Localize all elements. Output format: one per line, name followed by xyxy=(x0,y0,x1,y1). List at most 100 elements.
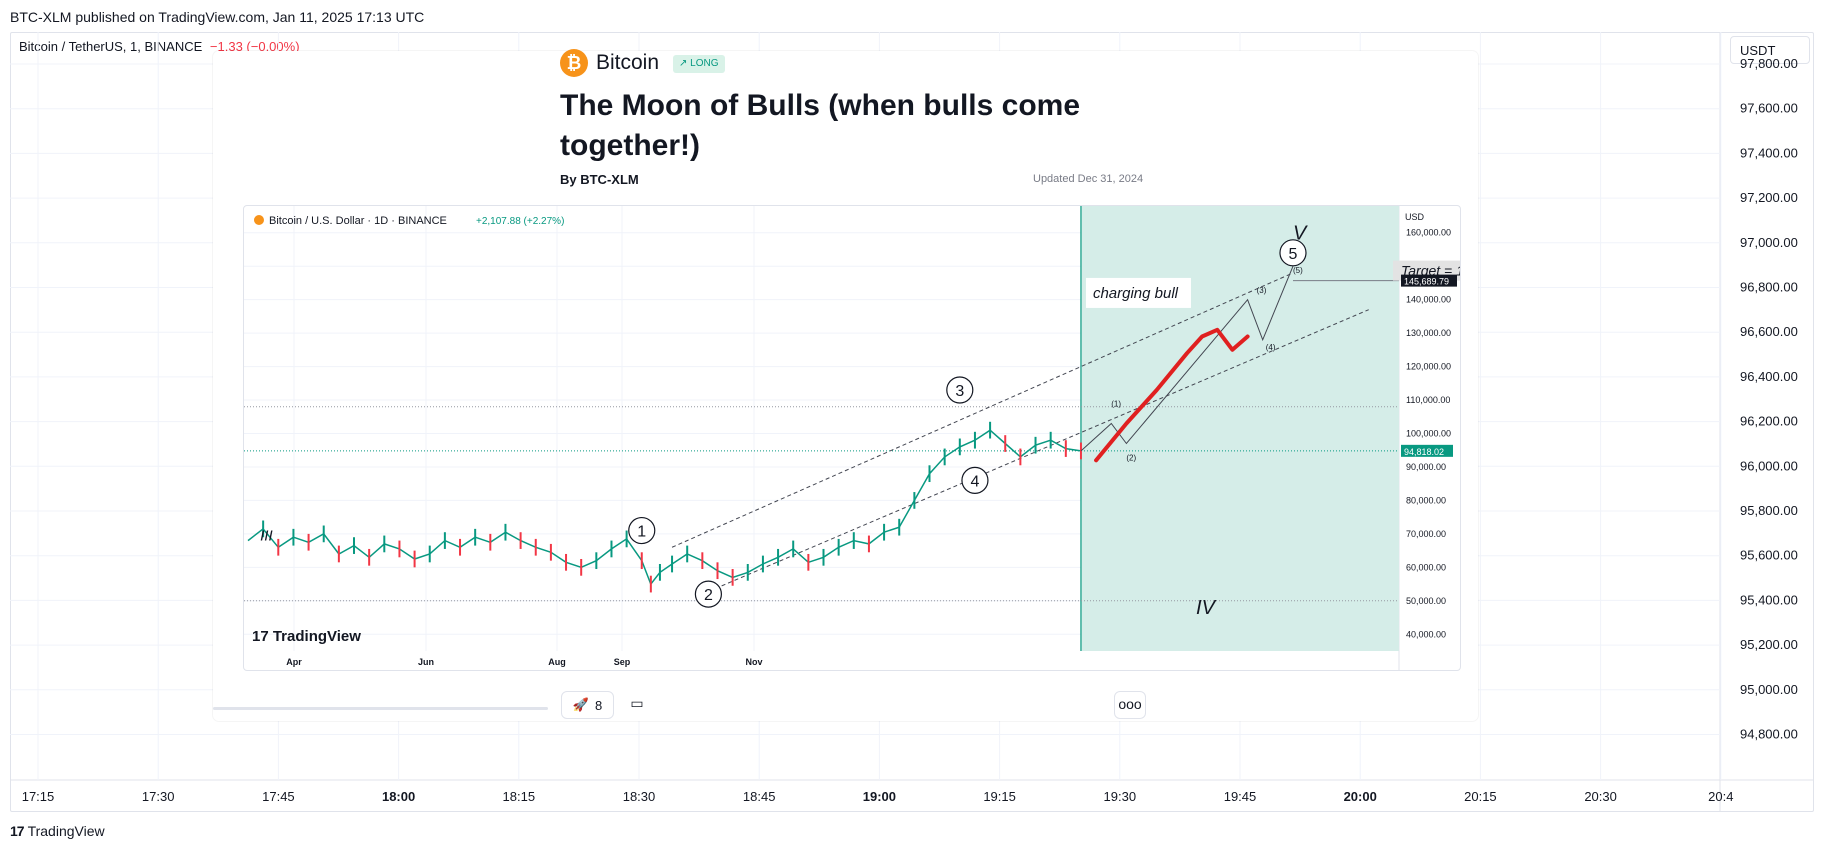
time-tick-label: 18:15 xyxy=(503,789,536,804)
price-tick-label: 95,400.00 xyxy=(1740,592,1798,607)
price-tick-label: 94,800.00 xyxy=(1740,727,1798,742)
annotation-text: charging bull xyxy=(1093,285,1179,302)
time-tick-label: 18:00 xyxy=(382,789,415,804)
time-tick-label: 17:45 xyxy=(262,789,295,804)
rocket-icon: 🚀 xyxy=(572,697,589,712)
price-tick-label: 97,200.00 xyxy=(1740,190,1798,205)
channel-lower xyxy=(702,309,1369,595)
wave-label-major: III xyxy=(260,528,273,545)
tradingview-brand: TradingView xyxy=(27,823,105,839)
wave-label-minor: (2) xyxy=(1126,453,1136,462)
time-tick-label: 19:45 xyxy=(1224,789,1257,804)
comment-icon[interactable]: ▭ xyxy=(630,695,644,711)
scroll-track[interactable] xyxy=(213,707,548,710)
idea-time-label: Apr xyxy=(286,657,302,667)
price-tick-label: 95,000.00 xyxy=(1740,682,1798,697)
last-price-text: 94,818.02 xyxy=(1404,447,1444,457)
idea-chart-canvas: 160,000.00 1 50,000.00 140,000.00 130,000.00… xyxy=(244,206,1460,670)
tradingview-logo-icon: 17 xyxy=(10,823,25,839)
wave-label-circled: 3 xyxy=(955,383,964,400)
time-axis[interactable]: 17:15 17:30 17:45 18:00 18:15 18:30 18:45 19:00… xyxy=(22,789,1734,804)
idea-price-label: 140,000.00 xyxy=(1406,295,1451,305)
idea-time-label: Aug xyxy=(548,657,566,667)
idea-price-label: 160,000.00 xyxy=(1406,228,1451,238)
last-price-tag xyxy=(1401,444,1453,457)
price-tick-label: 95,200.00 xyxy=(1740,637,1798,652)
idea-symbol-label: Bitcoin / U.S. Dollar · 1D · BINANCE xyxy=(269,215,447,227)
tradingview-footer[interactable]: 17 TradingView xyxy=(10,823,105,839)
wave-projection xyxy=(1080,266,1294,452)
idea-change-label: +2,107.88 (+2.27%) xyxy=(476,216,564,227)
wave-label-circled: 5 xyxy=(1289,246,1298,263)
time-tick-label: 19:00 xyxy=(863,789,896,804)
price-tick-label: 97,400.00 xyxy=(1740,145,1798,160)
wave-label-circled: 1 xyxy=(637,524,646,541)
time-tick-label: 17:15 xyxy=(22,789,55,804)
wave-label-major: V xyxy=(1293,222,1308,244)
freehand-drawing xyxy=(1094,327,1250,463)
author-byline[interactable]: By BTC-XLM xyxy=(560,172,639,187)
idea-time-label: Nov xyxy=(745,657,762,667)
price-tick-label: 96,200.00 xyxy=(1740,414,1798,429)
idea-price-label: 90,000.00 xyxy=(1406,462,1446,472)
idea-price-label: 110,000.00 xyxy=(1406,395,1450,405)
idea-currency-label: USD xyxy=(1405,212,1425,222)
channel-upper xyxy=(671,272,1294,548)
wave-circle xyxy=(694,580,722,608)
publisher-line: BTC-XLM published on TradingView.com, Ja… xyxy=(10,9,425,25)
time-tick-label: 20:30 xyxy=(1584,789,1617,804)
time-tick-label: 19:15 xyxy=(983,789,1016,804)
currency-button[interactable]: USDT xyxy=(1730,36,1810,64)
wave-label-circled: 4 xyxy=(970,473,979,490)
coin-name[interactable]: Bitcoin xyxy=(596,51,660,74)
idea-chart: 160,000.00 1 50,000.00 140,000.00 130,000.00… xyxy=(243,205,1461,671)
long-label: LONG xyxy=(690,58,719,69)
target-price-tag xyxy=(1401,274,1457,287)
wave-circle xyxy=(628,516,656,545)
boost-button[interactable]: 🚀 8 xyxy=(561,691,614,719)
time-tick-label: 20:4 xyxy=(1708,789,1733,804)
wave-circle xyxy=(961,466,989,494)
idea-price-label: 50,000.00 xyxy=(1406,596,1446,606)
idea-watermark: 17 TradingView xyxy=(252,628,361,645)
idea-price-label: 70,000.00 xyxy=(1406,529,1446,539)
time-tick-label: 20:15 xyxy=(1464,789,1497,804)
boost-count: 8 xyxy=(594,697,603,713)
time-tick-label: 18:45 xyxy=(743,789,776,804)
idea-time-label: Sep xyxy=(614,657,631,667)
wave-label-minor: (5) xyxy=(1293,266,1303,275)
idea-price-label: 40,000.00 xyxy=(1406,629,1446,639)
price-tick-label: 97,600.00 xyxy=(1740,101,1798,116)
price-axis[interactable]: 97,800.00 97,600.00 97,400.00 97,200.00 97,0… xyxy=(1740,56,1798,742)
price-tick-label: 97,800.00 xyxy=(1740,56,1798,71)
wave-label-major: IV xyxy=(1196,597,1217,619)
forecast-zone xyxy=(1080,206,1399,651)
price-tick-label: 96,000.00 xyxy=(1740,458,1798,473)
price-tick-label: 97,000.00 xyxy=(1740,235,1798,250)
time-tick-label: 18:30 xyxy=(623,789,656,804)
price-tick-label: 96,800.00 xyxy=(1740,280,1798,295)
wave-circle xyxy=(946,376,974,404)
time-tick-label: 19:30 xyxy=(1104,789,1137,804)
wave-circle xyxy=(1279,239,1307,267)
time-tick-label: 20:00 xyxy=(1344,789,1377,804)
idea-title: The Moon of Bulls (when bulls come toget… xyxy=(560,89,1081,162)
idea-price-label: 60,000.00 xyxy=(1406,562,1446,572)
price-tick-label: 95,600.00 xyxy=(1740,548,1798,563)
idea-price-label: 120,000.00 xyxy=(1406,362,1451,372)
bitcoin-icon: ₿ xyxy=(560,49,588,77)
price-change: −1.33 (−0.00%) xyxy=(209,39,300,54)
symbol-legend[interactable]: Bitcoin / TetherUS, 1, BINANCE −1.33 (−0… xyxy=(19,39,300,54)
bitcoin-mini-icon xyxy=(254,215,264,225)
price-tick-label: 95,800.00 xyxy=(1740,503,1798,518)
idea-time-label: Jun xyxy=(418,657,434,667)
wave-label-minor: (4) xyxy=(1266,343,1276,352)
long-badge: ↗ LONG xyxy=(673,55,725,73)
time-tick-label: 17:30 xyxy=(142,789,175,804)
price-tick-label: 96,600.00 xyxy=(1740,324,1798,339)
wave-label-minor: (1) xyxy=(1111,400,1121,409)
symbol-name: Bitcoin / TetherUS, 1, BINANCE xyxy=(19,39,203,54)
price-tick-label: 96,400.00 xyxy=(1740,369,1798,384)
annotation-box xyxy=(1085,277,1191,308)
more-options-button[interactable]: ooo xyxy=(1114,691,1146,719)
